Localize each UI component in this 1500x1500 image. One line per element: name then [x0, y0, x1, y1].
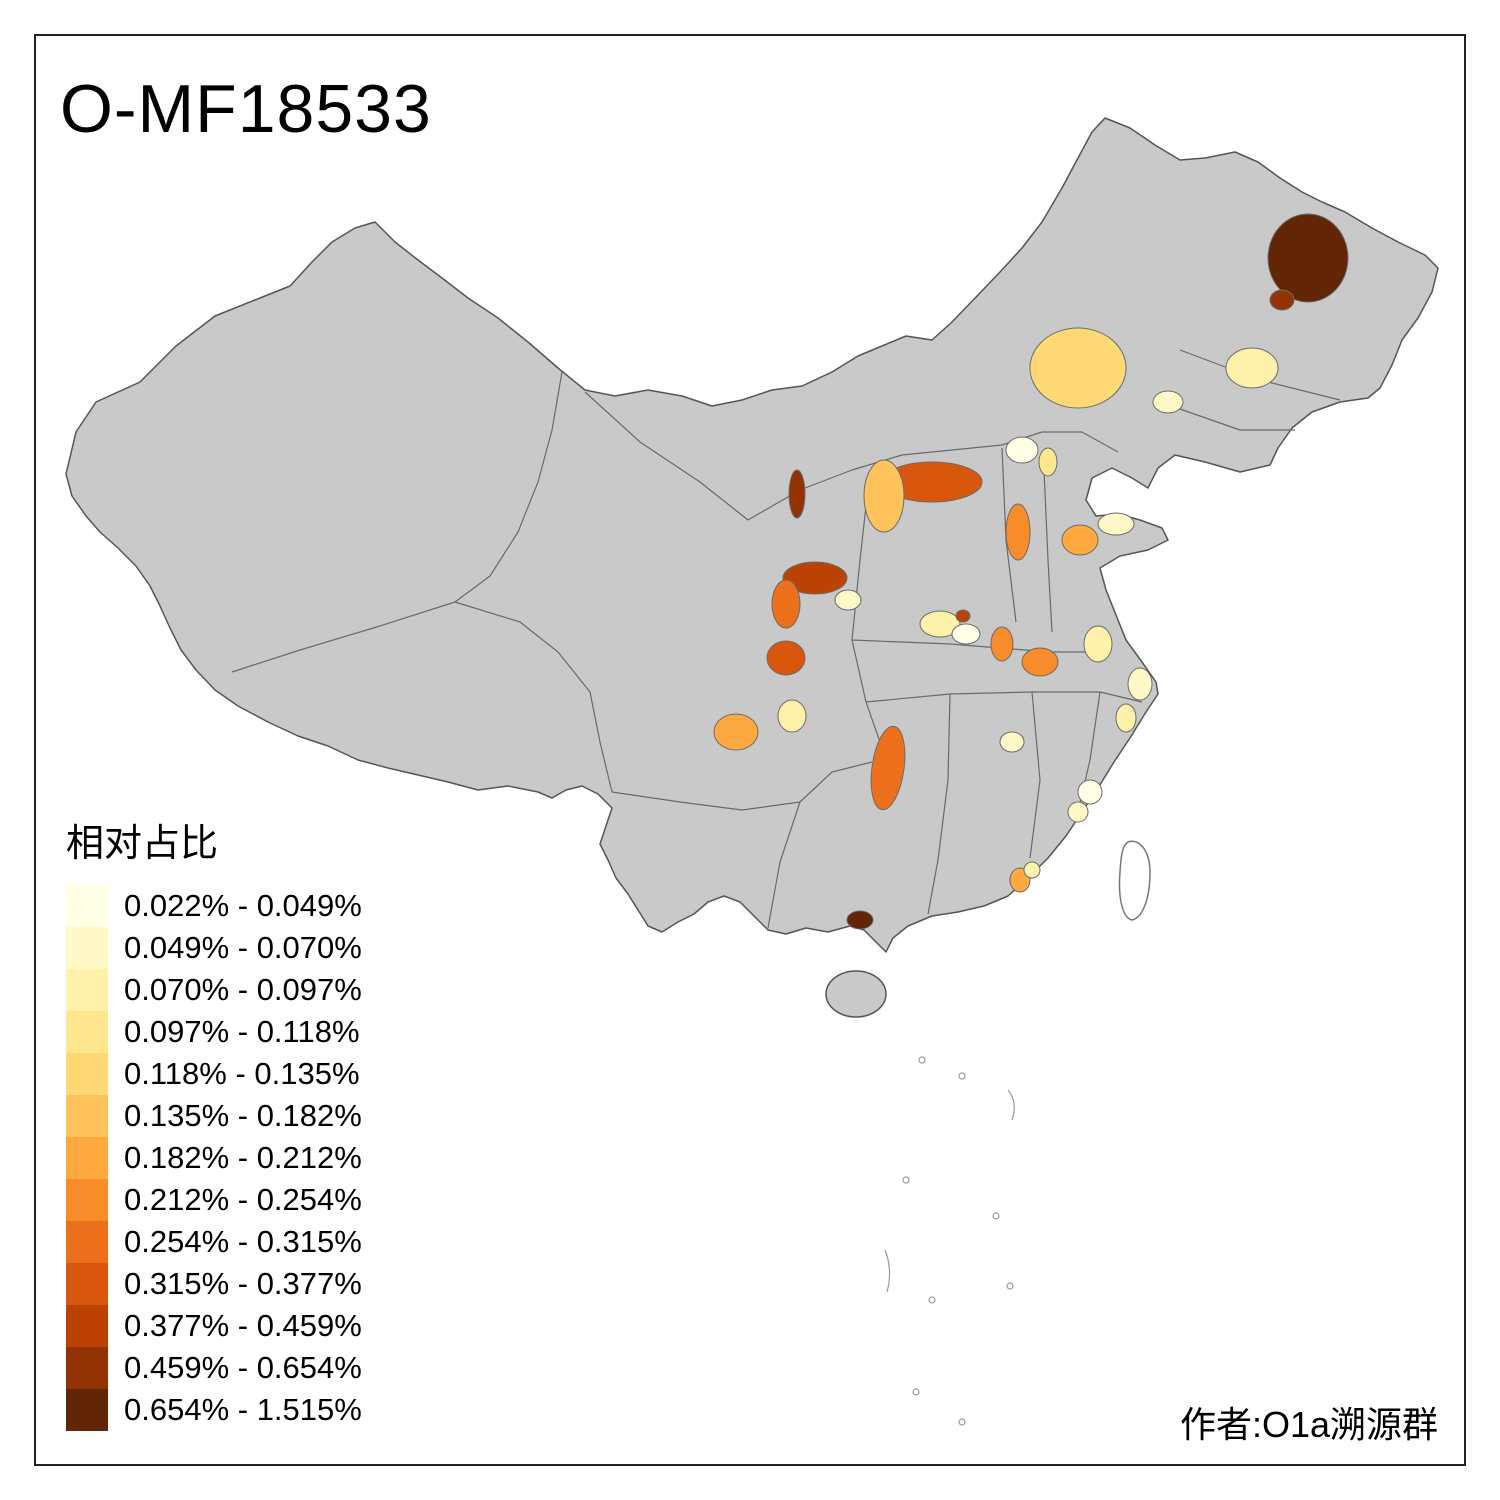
- legend-swatch: [66, 969, 108, 1011]
- map-region-xining-region: [766, 640, 806, 676]
- map-region-henan-region: [1021, 647, 1059, 677]
- map-region-lanzhou-region: [782, 561, 848, 595]
- legend-swatch: [66, 1347, 108, 1389]
- map-region-fujian-pale-region: [1077, 779, 1103, 805]
- map-region-guangdong-pale-region: [1023, 861, 1041, 879]
- legend-swatch: [66, 1263, 108, 1305]
- map-data-regions: [713, 213, 1349, 930]
- legend-row: 0.022% - 0.049%: [66, 885, 486, 927]
- legend-label: 0.377% - 0.459%: [124, 1308, 362, 1343]
- map-region-gansu-south-region: [771, 579, 801, 629]
- taiwan-island: [1118, 840, 1151, 921]
- legend-row: 0.315% - 0.377%: [66, 1263, 486, 1305]
- legend-swatch: [66, 1305, 108, 1347]
- map-region-hetao-west-region: [863, 459, 905, 533]
- map-region-sichuan-region: [713, 713, 759, 751]
- map-region-hubei-pale-region: [999, 731, 1025, 753]
- legend-swatch: [66, 1095, 108, 1137]
- map-region-hebei-north-region: [1038, 447, 1058, 477]
- map-region-shanxi-region: [1005, 503, 1031, 561]
- map-region-beijing-pale-region: [1005, 436, 1039, 464]
- legend-swatch: [66, 1137, 108, 1179]
- legend-swatch: [66, 1053, 108, 1095]
- legend-row: 0.118% - 0.135%: [66, 1053, 486, 1095]
- legend-label: 0.254% - 0.315%: [124, 1224, 362, 1259]
- map-region-liaoning-region: [1152, 390, 1184, 414]
- author-credit: 作者:O1a溯源群: [1179, 1404, 1438, 1445]
- legend-row: 0.049% - 0.070%: [66, 927, 486, 969]
- map-region-fujian-pale2-region: [1067, 801, 1089, 823]
- legend-label: 0.315% - 0.377%: [124, 1266, 362, 1301]
- legend-title: 相对占比: [66, 823, 219, 865]
- map-region-shaanxi-pale-region: [834, 589, 862, 611]
- mainland-outline: [65, 117, 1439, 953]
- map-region-guangxi-coast-region: [846, 910, 874, 930]
- legend-row: 0.097% - 0.118%: [66, 1011, 486, 1053]
- map-region-jiangsu-region: [1127, 667, 1153, 701]
- legend-label: 0.135% - 0.182%: [124, 1098, 362, 1133]
- legend-row: 0.459% - 0.654%: [66, 1347, 486, 1389]
- legend-label: 0.212% - 0.254%: [124, 1182, 362, 1217]
- map-region-henan-east-region: [1083, 625, 1113, 663]
- map-region-jiangsu-south-region: [1115, 703, 1137, 733]
- legend-label: 0.459% - 0.654%: [124, 1350, 362, 1385]
- legend-label: 0.097% - 0.118%: [124, 1014, 360, 1049]
- legend-swatch: [66, 1011, 108, 1053]
- legend-swatch: [66, 885, 108, 927]
- page-title: O-MF18533: [60, 71, 432, 147]
- map-region-guanzhong-region: [990, 626, 1014, 662]
- map-region-weihe-pale-region: [919, 610, 961, 638]
- legend: 相对占比 0.022% - 0.049% 0.049% - 0.070% 0.0…: [66, 812, 486, 1431]
- legend-label: 0.118% - 0.135%: [124, 1056, 360, 1091]
- legend-label: 0.654% - 1.515%: [124, 1392, 362, 1427]
- map-region-weihe-cream-region: [951, 623, 981, 645]
- legend-row: 0.254% - 0.315%: [66, 1221, 486, 1263]
- legend-row: 0.182% - 0.212%: [66, 1137, 486, 1179]
- map-region-aba-pale-region: [777, 699, 807, 733]
- map-region-northeast-small-region: [1269, 289, 1295, 311]
- hainan-island: [825, 970, 887, 1018]
- map-region-shandong-coast-region: [1097, 512, 1135, 536]
- map-region-shandong-west-region: [1061, 524, 1099, 556]
- map-region-small-dark-region: [955, 609, 971, 623]
- legend-swatch: [66, 1389, 108, 1431]
- legend-label: 0.182% - 0.212%: [124, 1140, 362, 1175]
- legend-row: 0.212% - 0.254%: [66, 1179, 486, 1221]
- legend-label: 0.070% - 0.097%: [124, 972, 362, 1007]
- map-region-chongqing-strip-region: [870, 725, 906, 811]
- legend-swatch: [66, 1221, 108, 1263]
- legend-row: 0.070% - 0.097%: [66, 969, 486, 1011]
- map-region-jilin-region: [1225, 347, 1279, 389]
- map-region-northeast-large-region: [1267, 213, 1349, 303]
- map-region-ningxia-region: [788, 469, 806, 519]
- legend-label: 0.022% - 0.049%: [124, 888, 362, 923]
- legend-row: 0.654% - 1.515%: [66, 1389, 486, 1431]
- legend-row: 0.377% - 0.459%: [66, 1305, 486, 1347]
- south-sea-islands: [884, 1056, 1015, 1426]
- legend-items: 0.022% - 0.049% 0.049% - 0.070% 0.070% -…: [66, 885, 486, 1431]
- legend-row: 0.135% - 0.182%: [66, 1095, 486, 1137]
- legend-label: 0.049% - 0.070%: [124, 930, 362, 965]
- legend-swatch: [66, 1179, 108, 1221]
- map-region-inner-mongolia-region: [1029, 327, 1127, 409]
- legend-swatch: [66, 927, 108, 969]
